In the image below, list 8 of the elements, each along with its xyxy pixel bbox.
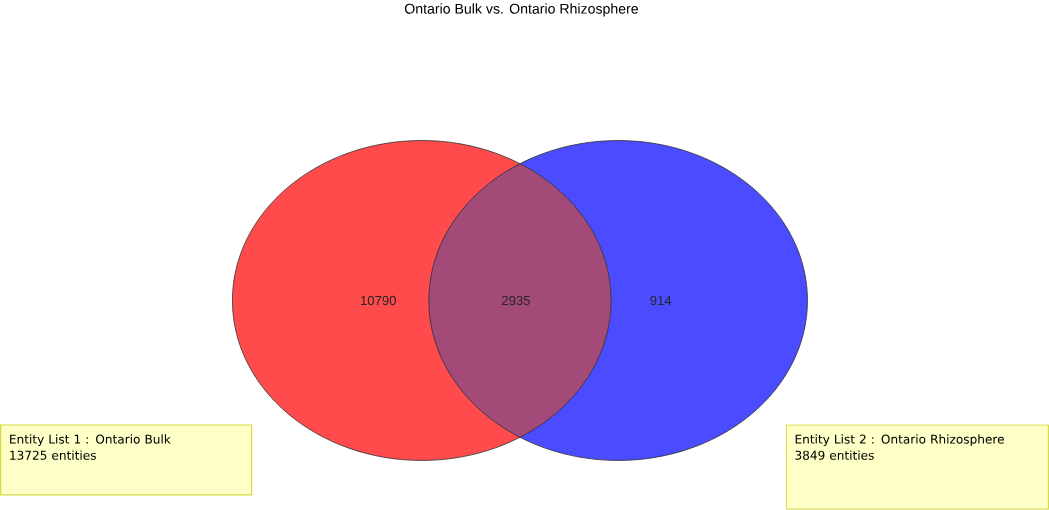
text: Ontario Bulk vs. Ontario Rhizosphere	[404, 3, 638, 17]
data-label: 914	[650, 296, 672, 306]
text: 13725 entities	[10, 450, 96, 460]
data-label: 2935	[501, 296, 530, 306]
data-label: 10790	[360, 296, 396, 306]
text: Entity List 1 : Ontario Bulk	[10, 434, 171, 447]
text: 3849 entities	[795, 450, 874, 460]
text: Entity List 2 : Ontario Rhizosphere	[795, 434, 1004, 447]
